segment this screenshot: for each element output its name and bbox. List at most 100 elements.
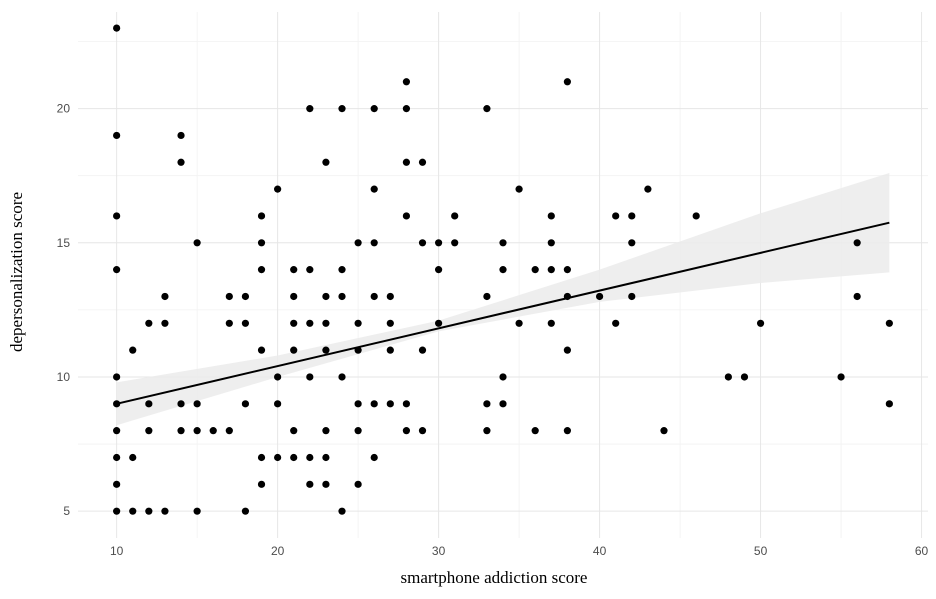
data-point — [402, 158, 411, 166]
data-point — [386, 346, 394, 354]
data-point — [547, 239, 555, 247]
data-point — [370, 185, 378, 193]
data-point — [563, 346, 571, 354]
data-point — [177, 400, 185, 408]
data-point — [113, 24, 121, 32]
data-point — [322, 427, 330, 435]
data-point — [724, 373, 732, 381]
data-point — [338, 507, 346, 515]
data-point — [885, 400, 893, 408]
data-point — [306, 480, 314, 488]
data-point — [193, 507, 201, 515]
data-point — [338, 266, 346, 274]
data-point — [145, 400, 153, 408]
data-point — [563, 266, 571, 274]
data-point — [322, 346, 330, 354]
data-point — [402, 400, 411, 408]
data-point — [354, 400, 362, 408]
data-point — [257, 346, 266, 354]
data-point — [547, 212, 555, 220]
data-point — [113, 453, 121, 462]
y-tick-label: 5 — [63, 504, 70, 518]
data-point — [306, 453, 314, 462]
data-point — [435, 266, 443, 274]
x-tick-label: 30 — [432, 544, 446, 558]
data-point — [257, 239, 266, 247]
trend-line — [116, 221, 890, 405]
data-point — [435, 319, 443, 327]
data-point — [370, 239, 378, 247]
data-point — [177, 427, 185, 435]
data-point — [322, 292, 330, 301]
data-point — [177, 131, 185, 140]
data-point — [483, 105, 491, 113]
data-point — [402, 212, 411, 220]
data-point — [547, 319, 555, 327]
data-point — [129, 346, 137, 354]
data-point — [499, 373, 507, 381]
data-point — [113, 427, 121, 435]
data-point — [451, 239, 459, 247]
data-point — [547, 266, 555, 274]
data-point — [290, 292, 298, 301]
x-tick-labels: 10 20 30 40 50 60 — [110, 544, 929, 558]
data-point — [257, 480, 266, 488]
data-point — [515, 185, 523, 193]
data-point — [402, 78, 411, 86]
data-point — [306, 373, 314, 381]
data-point — [306, 105, 314, 113]
y-tick-label: 15 — [57, 236, 71, 250]
data-point — [290, 427, 298, 435]
data-point — [322, 453, 330, 462]
data-point — [274, 185, 282, 193]
y-axis-title: depersonalization score — [7, 192, 26, 352]
data-point — [483, 427, 491, 435]
data-point — [386, 400, 394, 408]
data-point — [451, 212, 459, 220]
data-point — [145, 507, 153, 515]
data-point — [257, 266, 266, 274]
data-point — [209, 427, 217, 435]
data-point — [612, 212, 620, 220]
data-point — [354, 319, 362, 327]
x-tick-label: 60 — [915, 544, 929, 558]
data-point — [370, 453, 378, 462]
x-tick-label: 40 — [593, 544, 607, 558]
data-point — [306, 319, 314, 327]
data-point — [322, 480, 330, 488]
data-point — [257, 453, 266, 462]
x-tick-label: 20 — [271, 544, 285, 558]
data-point — [612, 319, 620, 327]
data-point — [354, 239, 362, 247]
data-point — [113, 507, 121, 515]
data-point — [531, 266, 539, 274]
data-point — [241, 319, 250, 327]
x-tick-label: 10 — [110, 544, 124, 558]
data-point — [499, 239, 507, 247]
data-point — [338, 292, 346, 301]
data-point — [306, 266, 314, 274]
data-point — [435, 239, 443, 247]
data-point — [129, 507, 137, 515]
data-points — [113, 24, 893, 515]
data-point — [660, 427, 668, 435]
data-point — [322, 319, 330, 327]
data-point — [531, 427, 539, 435]
confidence-band — [116, 173, 890, 426]
data-point — [628, 292, 636, 301]
data-point — [161, 507, 169, 515]
data-point — [853, 292, 861, 301]
data-point — [241, 292, 250, 301]
data-point — [113, 266, 121, 274]
data-point — [274, 453, 282, 462]
data-point — [418, 158, 427, 166]
data-point — [402, 427, 411, 435]
data-point — [338, 105, 346, 113]
data-point — [386, 319, 394, 327]
data-point — [241, 400, 250, 408]
data-point — [483, 400, 491, 408]
data-point — [113, 373, 121, 381]
data-point — [402, 105, 411, 113]
